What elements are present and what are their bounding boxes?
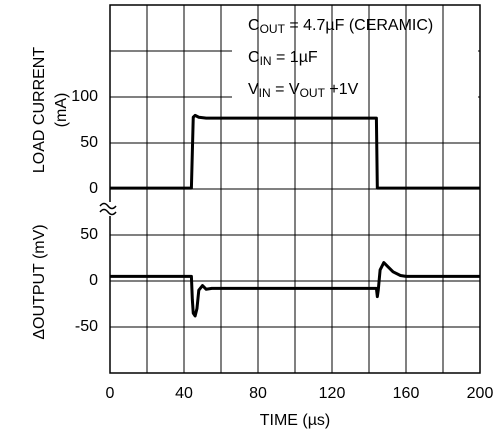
axis-break-gap [102,202,118,216]
trace [110,261,480,318]
annotation-part: V [248,81,259,98]
y-axis-label: ΔOUTPUT (mV) [31,224,48,339]
annotation-part: OUT [260,22,286,36]
annotation-part: = V [271,81,300,98]
annotation-part: C [248,17,260,34]
annotation-part: +1V [325,81,359,98]
x-tick-label: 40 [175,385,193,402]
x-tick-label: 160 [393,385,420,402]
traces [110,113,480,318]
annotation-background [232,8,478,108]
y-tick-label: -50 [75,318,98,335]
annotation: VIN = VOUT +1V [248,81,359,100]
x-axis-label: TIME (µs) [260,412,331,429]
y-axis-label: LOAD CURRENT [31,47,48,173]
annotation-part: = 4.7µF (CERAMIC) [285,17,433,34]
annotation-part: IN [259,86,271,100]
annotation-part: = 1µF [272,49,318,66]
y-tick-label: 50 [80,226,98,243]
x-tick-label: 0 [106,385,115,402]
annotation-part: C [248,49,260,66]
y-tick-label: 0 [89,180,98,197]
annotation-part: OUT [300,86,326,100]
axis-break [99,202,117,216]
x-tick-label: 80 [249,385,267,402]
annotation-part: IN [260,54,272,68]
x-tick-label: 120 [319,385,346,402]
trace [110,113,480,190]
y-tick-label: 100 [71,88,98,105]
annotation: CIN = 1µF [248,49,318,68]
x-tick-label: 200 [467,385,494,402]
annotation: COUT = 4.7µF (CERAMIC) [248,17,433,36]
y-axis-label: (mA) [53,93,70,128]
y-tick-label: 0 [89,272,98,289]
y-tick-label: 50 [80,134,98,151]
plot-frame [109,4,481,374]
